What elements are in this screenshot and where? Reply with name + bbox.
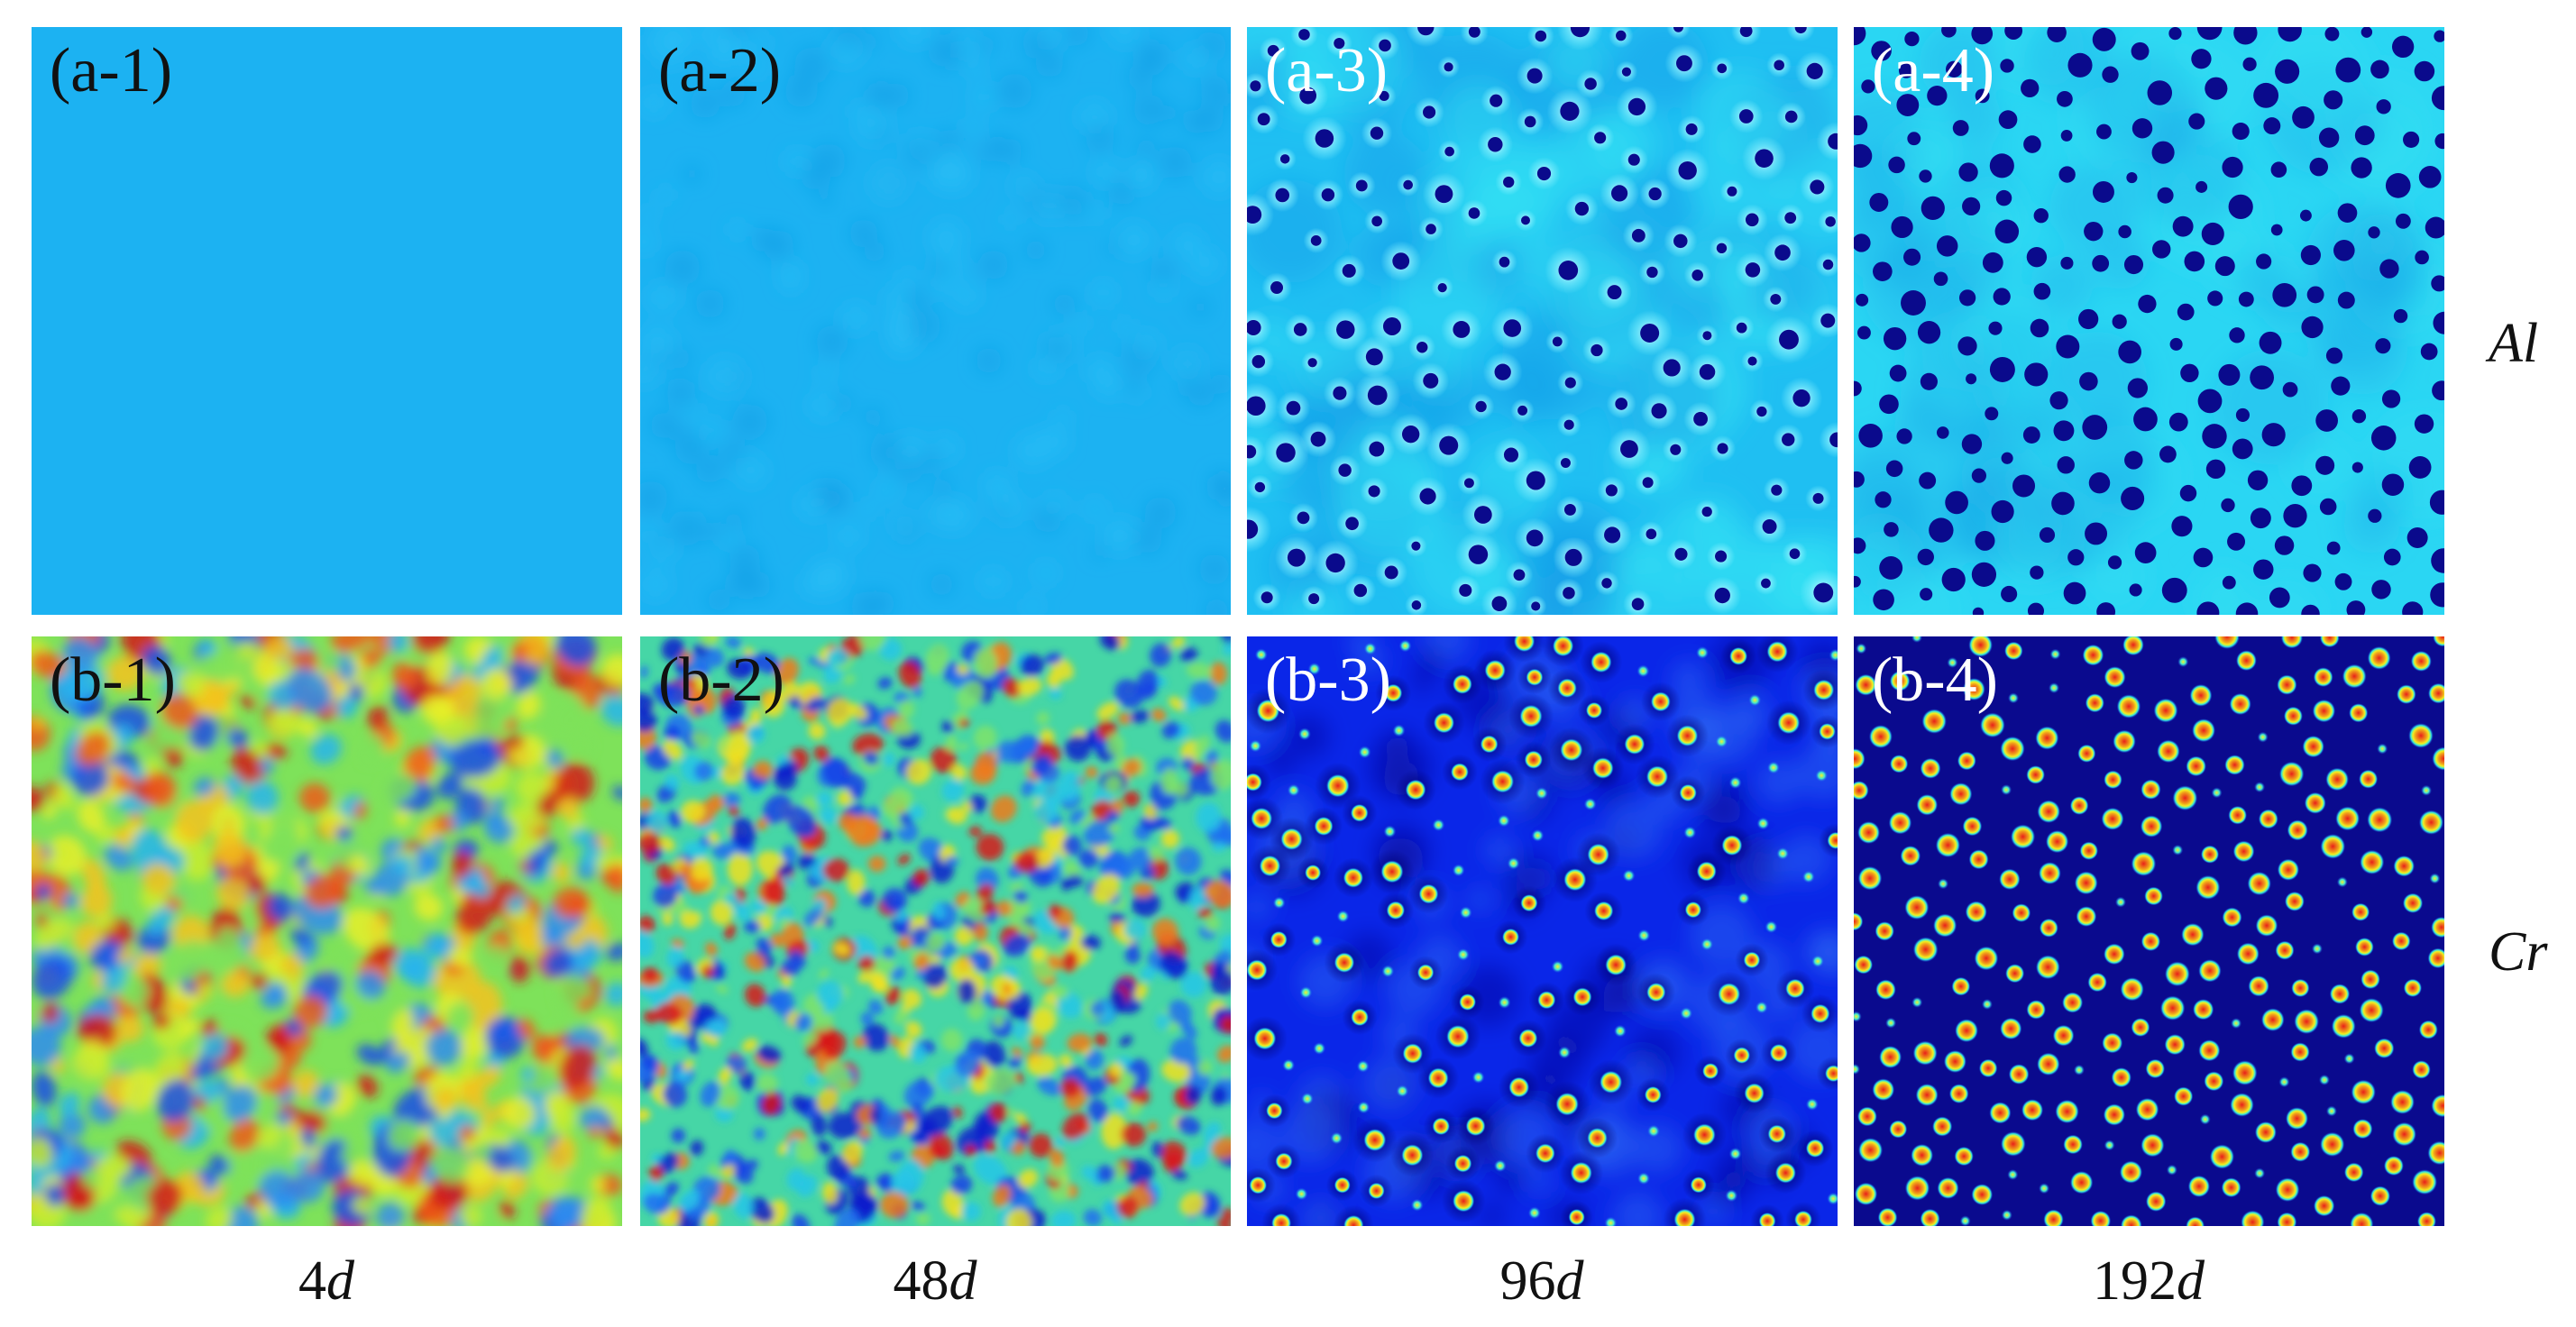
col-label-48d-unit: d	[949, 1250, 977, 1312]
panel-a-1: (a-1)	[32, 27, 622, 615]
col-label-96d-unit: d	[1555, 1250, 1584, 1312]
col-label-192d: 192d	[1968, 1253, 2329, 1309]
microstructure-image	[32, 27, 622, 615]
panel-label-b-4: (b-4)	[1872, 645, 1998, 715]
col-label-48d: 48d	[755, 1253, 1115, 1309]
col-label-4d-number: 4	[298, 1250, 326, 1312]
col-label-48d-number: 48	[893, 1250, 949, 1312]
panel-label-a-3: (a-3)	[1265, 36, 1389, 105]
col-label-96d-number: 96	[1499, 1250, 1556, 1312]
panel-a-3: (a-3)	[1247, 27, 1838, 615]
microstructure-image	[640, 27, 1231, 615]
panel-b-2: (b-2)	[640, 636, 1231, 1226]
panel-b-3: (b-3)	[1247, 636, 1838, 1226]
panel-label-b-3: (b-3)	[1265, 645, 1391, 715]
panel-b-1: (b-1)	[32, 636, 622, 1226]
microstructure-image	[32, 636, 622, 1226]
panel-label-b-2: (b-2)	[658, 645, 784, 715]
microstructure-image	[1854, 636, 2444, 1226]
panel-label-b-1: (b-1)	[50, 645, 176, 715]
microstructure-image	[1247, 27, 1838, 615]
microstructure-image	[640, 636, 1231, 1226]
col-label-4d: 4d	[146, 1253, 507, 1309]
row-label-cr: Cr	[2489, 921, 2548, 983]
microstructure-image	[1247, 636, 1838, 1226]
col-label-96d: 96d	[1361, 1253, 1722, 1309]
panel-a-2: (a-2)	[640, 27, 1231, 615]
col-label-192d-unit: d	[2177, 1250, 2205, 1312]
panel-b-4: (b-4)	[1854, 636, 2444, 1226]
microstructure-image	[1854, 27, 2444, 615]
panel-label-a-4: (a-4)	[1872, 36, 1995, 105]
row-label-al: Al	[2489, 313, 2539, 374]
col-label-192d-number: 192	[2093, 1250, 2177, 1312]
panel-label-a-2: (a-2)	[658, 36, 782, 105]
col-label-4d-unit: d	[326, 1250, 354, 1312]
panel-a-4: (a-4)	[1854, 27, 2444, 615]
panel-label-a-1: (a-1)	[50, 36, 173, 105]
